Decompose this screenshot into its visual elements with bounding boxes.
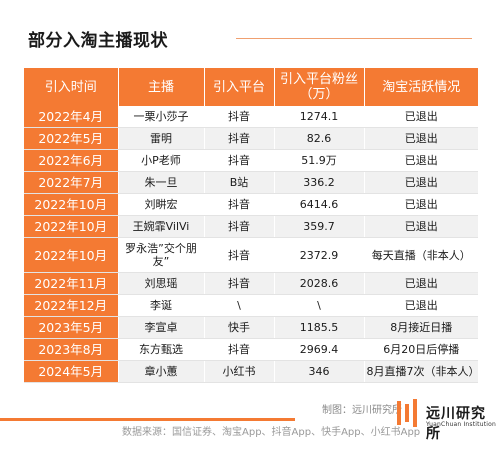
table-row: 2022年5月 雷明 抖音 82.6 已退出 — [24, 127, 478, 150]
cell-platform: 抖音 — [204, 237, 275, 273]
cell-status: 已退出 — [364, 294, 478, 317]
table-header-row: 引入时间 主播 引入平台 引入平台粉丝 （万） 淘宝活跃情况 — [24, 68, 478, 106]
cell-fans: 82.6 — [274, 127, 365, 150]
cell-date: 2022年10月 — [24, 215, 119, 238]
cell-date: 2022年12月 — [24, 294, 119, 317]
cell-fans: 346 — [274, 360, 365, 383]
logo-name: 远川研究所 — [426, 406, 486, 442]
cell-fans: \ — [274, 294, 365, 317]
cell-status: 8月接近日播 — [364, 316, 478, 339]
cell-platform: 抖音 — [204, 127, 275, 150]
cell-status: 已退出 — [364, 149, 478, 172]
chart-credit: 制图：远川研究所 — [322, 405, 402, 416]
cell-status: 已退出 — [364, 171, 478, 194]
title-divider — [236, 38, 472, 39]
cell-anchor: 雷明 — [118, 127, 205, 150]
cell-status: 已退出 — [364, 272, 478, 295]
table-row: 2022年4月 一栗小莎子 抖音 1274.1 已退出 — [24, 106, 478, 128]
cell-fans: 1274.1 — [274, 106, 365, 128]
header-fans: 引入平台粉丝 （万） — [274, 68, 365, 106]
cell-platform: 快手 — [204, 316, 275, 339]
cell-status: 8月直播7次（非本人） — [364, 360, 480, 383]
cell-date: 2022年4月 — [24, 106, 119, 128]
cell-date: 2022年10月 — [24, 237, 119, 273]
cell-platform: 抖音 — [204, 338, 275, 361]
table-row: 2022年10月 刘畊宏 抖音 6414.6 已退出 — [24, 193, 478, 216]
cell-date: 2022年11月 — [24, 272, 119, 295]
table-row: 2023年8月 东方甄选 抖音 2969.4 6月20日后停播 — [24, 338, 478, 361]
cell-anchor: 刘畊宏 — [118, 193, 205, 216]
cell-anchor: 朱一旦 — [118, 171, 205, 194]
cell-date: 2022年7月 — [24, 171, 119, 194]
cell-platform: 抖音 — [204, 149, 275, 172]
cell-date: 2023年8月 — [24, 338, 119, 361]
cell-anchor: 一栗小莎子 — [118, 106, 205, 128]
footer-divider — [0, 418, 295, 421]
cell-fans: 359.7 — [274, 215, 365, 238]
cell-anchor: 王婉霏VilVi — [118, 215, 205, 238]
cell-status: 已退出 — [364, 127, 478, 150]
page-title: 部分入淘主播现状 — [28, 31, 168, 51]
cell-fans: 2969.4 — [274, 338, 365, 361]
cell-platform: 抖音 — [204, 272, 275, 295]
yuanchuan-logo-icon — [397, 399, 417, 427]
header-platform: 引入平台 — [204, 68, 275, 106]
cell-fans: 6414.6 — [274, 193, 365, 216]
data-source: 数据来源：国信证券、淘宝App、抖音App、快手App、小红书App — [122, 427, 421, 438]
logo-subtitle: YuanChuan Institution — [426, 421, 497, 428]
table-row: 2022年12月 李诞 \ \ 已退出 — [24, 294, 478, 317]
cell-platform: 抖音 — [204, 193, 275, 216]
table-row: 2022年7月 朱一旦 B站 336.2 已退出 — [24, 171, 478, 194]
cell-date: 2022年5月 — [24, 127, 119, 150]
table-row: 2022年10月 罗永浩”交个朋友” 抖音 2372.9 每天直播（非本人） — [24, 237, 478, 273]
cell-anchor: 小P老师 — [118, 149, 205, 172]
cell-status: 每天直播（非本人） — [364, 237, 478, 273]
cell-status: 已退出 — [364, 193, 478, 216]
cell-date: 2023年5月 — [24, 316, 119, 339]
cell-fans: 1185.5 — [274, 316, 365, 339]
cell-date: 2022年6月 — [24, 149, 119, 172]
cell-fans: 2028.6 — [274, 272, 365, 295]
header-anchor: 主播 — [118, 68, 205, 106]
table-row: 2022年11月 刘思瑶 抖音 2028.6 已退出 — [24, 272, 478, 295]
cell-date: 2024年5月 — [24, 360, 119, 383]
table-row: 2022年6月 小P老师 抖音 51.9万 已退出 — [24, 149, 478, 172]
cell-anchor: 东方甄选 — [118, 338, 205, 361]
cell-platform: \ — [204, 294, 275, 317]
cell-status: 已退出 — [364, 215, 478, 238]
header-status: 淘宝活跃情况 — [364, 68, 478, 106]
header-date: 引入时间 — [24, 68, 119, 106]
cell-platform: 抖音 — [204, 215, 275, 238]
cell-date: 2022年10月 — [24, 193, 119, 216]
cell-status: 已退出 — [364, 106, 478, 128]
cell-fans: 336.2 — [274, 171, 365, 194]
table-row: 2023年5月 李宣卓 快手 1185.5 8月接近日播 — [24, 316, 478, 339]
cell-platform: 小红书 — [204, 360, 275, 383]
table-row: 2022年10月 王婉霏VilVi 抖音 359.7 已退出 — [24, 215, 478, 238]
cell-platform: 抖音 — [204, 106, 275, 128]
cell-anchor: 李宣卓 — [118, 316, 205, 339]
cell-fans: 2372.9 — [274, 237, 365, 273]
cell-status: 6月20日后停播 — [364, 338, 478, 361]
cell-platform: B站 — [204, 171, 275, 194]
anchor-status-table: 引入时间 主播 引入平台 引入平台粉丝 （万） 淘宝活跃情况 2022年4月 一… — [24, 68, 480, 383]
cell-anchor: 罗永浩”交个朋友” — [118, 237, 205, 273]
table-row: 2024年5月 章小蕙 小红书 346 8月直播7次（非本人） — [24, 360, 480, 383]
cell-fans: 51.9万 — [274, 149, 365, 172]
cell-anchor: 刘思瑶 — [118, 272, 205, 295]
cell-anchor: 章小蕙 — [118, 360, 205, 383]
cell-anchor: 李诞 — [118, 294, 205, 317]
